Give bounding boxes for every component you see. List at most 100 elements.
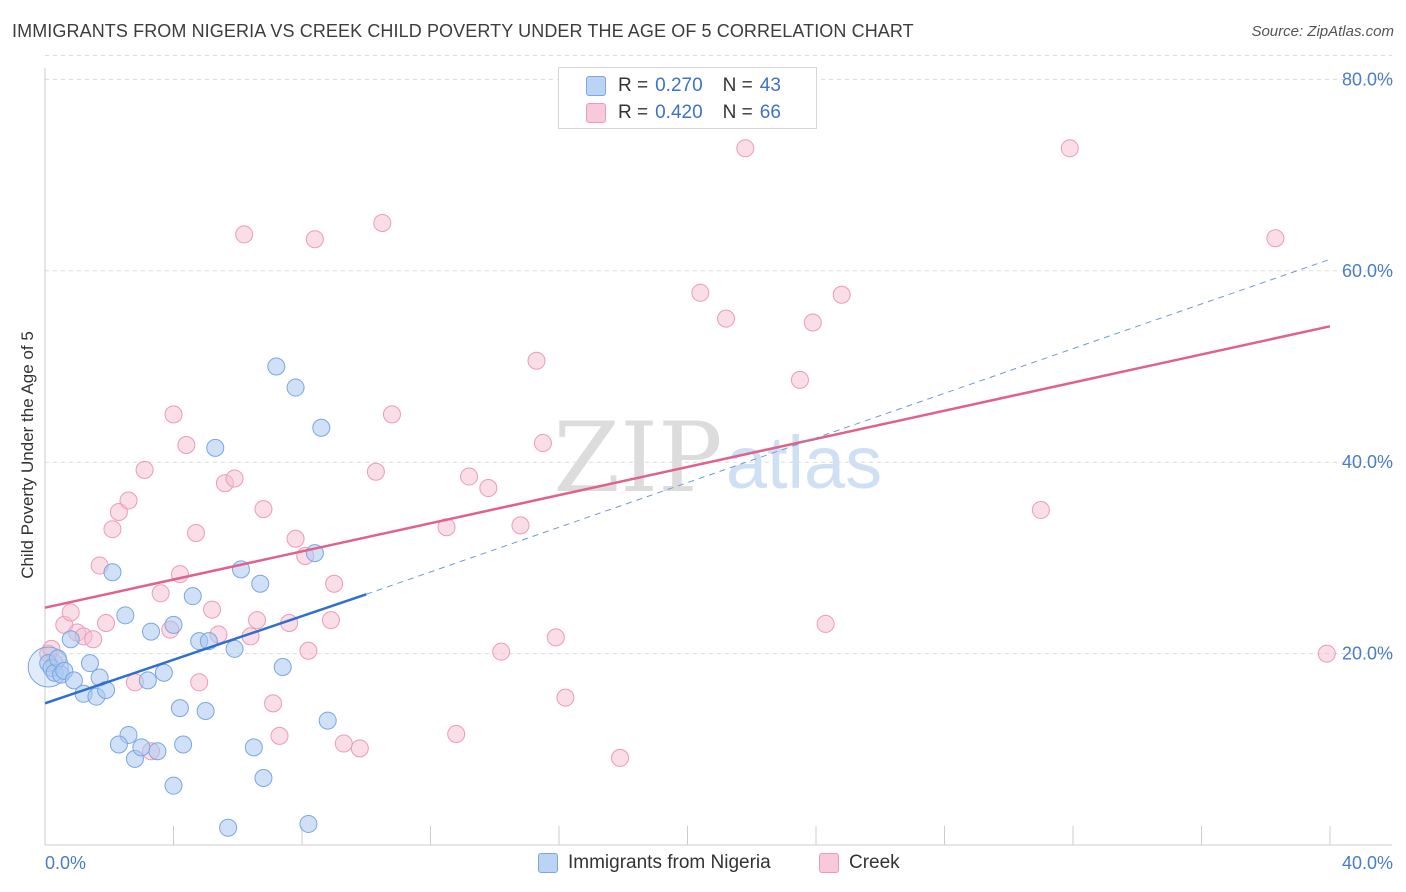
creek-point: [264, 694, 283, 713]
legend-label-creek: Creek: [849, 852, 900, 873]
r-label: R =: [618, 75, 649, 96]
tick-labels: 20.0% 40.0% 60.0% 80.0% 0.0% 40.0%: [45, 69, 1393, 873]
nigeria-point: [312, 418, 331, 437]
nigeria-point: [183, 587, 202, 606]
source-credit: Source: ZipAtlas.com: [1251, 23, 1394, 40]
creek-point: [546, 628, 565, 647]
creek-point: [321, 611, 340, 630]
creek-point: [527, 351, 546, 370]
creek-point: [190, 673, 209, 692]
n-label: N =: [722, 102, 753, 123]
nigeria-point: [225, 639, 244, 658]
y-tick-label: 40.0%: [1342, 452, 1393, 472]
r-value: 0.270: [655, 75, 703, 96]
creek-point: [135, 460, 154, 479]
nigeria-point: [154, 663, 173, 682]
creek-point: [832, 285, 851, 304]
correlation-legend: R = 0.270 N = 43 R = 0.420 N = 66: [558, 67, 817, 129]
creek-point: [556, 688, 575, 707]
nigeria-point: [109, 735, 128, 754]
creek-point: [447, 724, 466, 743]
creek-point: [492, 642, 511, 661]
nigeria-point: [164, 615, 183, 634]
nigeria-point: [138, 671, 157, 690]
y-tick-label: 20.0%: [1342, 644, 1393, 664]
creek-trend-line: [44, 325, 1331, 609]
creek-point: [235, 225, 254, 244]
nigeria-point: [80, 654, 99, 673]
creek-point: [460, 467, 479, 486]
creek-point: [479, 479, 498, 498]
nigeria-swatch: [586, 76, 606, 96]
creek-point: [109, 502, 128, 521]
nigeria-point: [164, 776, 183, 795]
nigeria-point: [103, 563, 122, 582]
creek-point: [164, 405, 183, 424]
nigeria-point: [196, 702, 215, 721]
creek-point: [366, 462, 385, 481]
creek-point: [299, 641, 318, 660]
creek-point: [1317, 644, 1336, 663]
creek-point: [84, 630, 103, 649]
legend-item-creek[interactable]: Creek: [819, 852, 900, 874]
nigeria-points: [27, 357, 337, 837]
creek-point: [717, 309, 736, 328]
creek-point: [325, 574, 344, 593]
creek-point: [803, 313, 822, 332]
nigeria-point: [148, 742, 167, 761]
legend-row-nigeria: R = 0.270 N = 43: [586, 74, 781, 98]
creek-point: [373, 213, 392, 232]
nigeria-point: [251, 574, 270, 593]
n-label: N =: [722, 75, 753, 96]
creek-point: [305, 230, 324, 249]
watermark-zip: ZIP: [553, 402, 722, 514]
creek-legend-swatch: [819, 853, 839, 873]
x-tick-label-min: 0.0%: [45, 853, 86, 873]
creek-point: [97, 613, 116, 632]
chart-title: IMMIGRANTS FROM NIGERIA VS CREEK CHILD P…: [12, 21, 914, 41]
nigeria-point: [318, 711, 337, 730]
n-value: 43: [759, 75, 781, 96]
nigeria-point: [132, 738, 151, 757]
creek-point: [103, 520, 122, 539]
creek-point: [225, 469, 244, 488]
r-value: 0.420: [655, 102, 703, 123]
nigeria-legend-swatch: [538, 853, 558, 873]
creek-point: [790, 370, 809, 389]
creek-point: [511, 516, 530, 535]
y-tick-label: 60.0%: [1342, 261, 1393, 281]
nigeria-point: [244, 738, 263, 757]
creek-point: [736, 139, 755, 158]
creek-point: [61, 603, 80, 622]
n-value: 66: [759, 102, 781, 123]
grid-lines: [45, 54, 1392, 655]
nigeria-point: [174, 735, 193, 754]
creek-point: [286, 529, 305, 548]
nigeria-point: [170, 699, 189, 718]
nigeria-point: [267, 357, 286, 376]
legend-row-creek: R = 0.420 N = 66: [586, 101, 781, 125]
creek-point: [350, 739, 369, 758]
nigeria-trend-line: [44, 593, 367, 705]
creek-point: [203, 600, 222, 619]
nigeria-point: [219, 818, 238, 837]
creek-point: [186, 524, 205, 543]
creek-point: [1266, 229, 1285, 248]
creek-point: [119, 491, 138, 510]
creek-point: [1060, 139, 1079, 158]
r-label: R =: [618, 102, 649, 123]
creek-swatch: [586, 103, 606, 123]
nigeria-point: [64, 671, 83, 690]
creek-point: [254, 500, 273, 519]
legend-label-nigeria: Immigrants from Nigeria: [568, 852, 771, 873]
nigeria-point: [254, 769, 273, 788]
creek-point: [816, 614, 835, 633]
creek-point: [248, 611, 267, 630]
creek-point: [382, 405, 401, 424]
y-tick-label: 80.0%: [1342, 69, 1393, 89]
legend-item-nigeria[interactable]: Immigrants from Nigeria: [538, 852, 771, 874]
creek-point: [270, 726, 289, 745]
nigeria-point: [206, 438, 225, 457]
nigeria-point: [116, 606, 135, 625]
series-legend: Immigrants from Nigeria Creek: [0, 852, 1406, 876]
